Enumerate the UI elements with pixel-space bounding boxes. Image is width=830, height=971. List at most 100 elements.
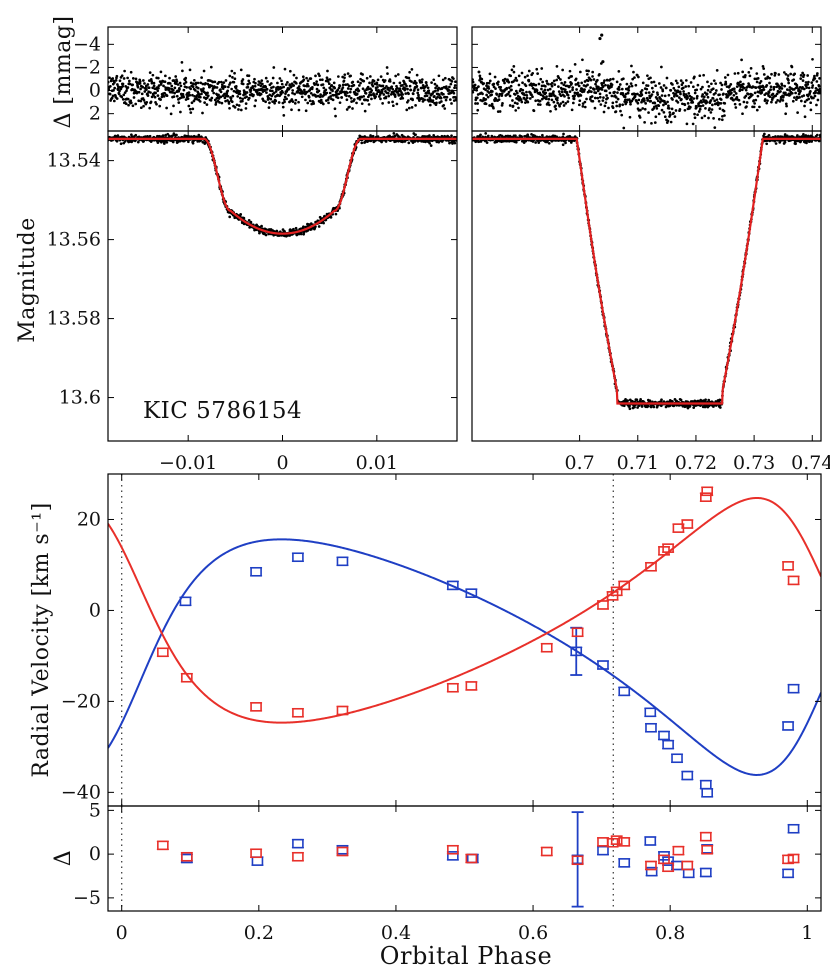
lc-residual-point [411,98,414,102]
y-tick-label: 13.56 [47,229,101,251]
lc-residual-point [273,101,276,105]
lc-residual-point [718,93,721,97]
lc-residual-point [650,86,654,90]
lc-residual-point [710,82,713,86]
lc-residual-point [151,86,155,90]
lc-residual-point [444,98,448,102]
lc-residual-point [427,89,431,93]
lc-residual-point [304,98,307,102]
lc-residual-point [453,86,456,90]
lc-residual-point [710,108,714,111]
lc-point [802,133,805,136]
lc-residual-point [513,93,517,96]
lc-residual-point [585,97,588,101]
lc-residual-point [503,81,506,85]
lc-residual-point [500,94,504,97]
lc-residual-point [666,100,669,104]
lc-residual-point [436,95,439,99]
lc-residual-point [210,84,214,88]
lc-residual-point [705,92,709,96]
lc-point [164,133,168,137]
lc-residual-point [637,75,640,79]
lc-residual-point [788,89,792,92]
lc-point [792,135,795,139]
lc-residual-point [650,80,653,84]
lc-residual-point [552,90,555,93]
lc-residual-point [349,74,352,78]
lc-residual-point [709,90,712,94]
lc-residual-point [194,81,198,85]
lc-residual-point [501,102,504,105]
lc-residual-point [156,76,160,80]
lc-residual-point [507,80,511,84]
lc-residual-point [192,82,195,86]
lc-residual-point [722,92,725,96]
lc-residual-point [223,92,226,96]
lc-residual-point [653,101,657,105]
lc-residual-point [644,102,648,105]
lc-residual-point [391,104,395,108]
lc-residual-point [268,93,272,97]
lc-residual-point [597,85,600,89]
lc-point [142,139,145,143]
lc-residual-point [327,82,331,86]
lc-residual-point [507,90,511,94]
lc-residual-point [490,102,494,106]
lc-residual-point [175,80,179,83]
lc-residual-point [780,84,784,87]
lc-residual-point [194,89,197,92]
lc-residual-point [693,91,697,95]
rv-marker [699,779,712,790]
lc-residual-point [254,99,258,102]
lc-residual-point [559,78,562,81]
lc-residual-point [345,94,348,98]
lc-residual-point [326,80,330,83]
lc-residual-point [448,85,451,89]
lc-residual-point [400,83,404,87]
lc-residual-point [159,98,162,101]
lc-residual-point [559,102,563,105]
lc-residual-point [164,74,167,78]
lc-residual-point [508,94,512,98]
lc-residual-point [643,120,646,124]
lc-residual-point [473,86,476,90]
lc-residual-point [672,91,675,95]
lc-residual-point [539,77,543,81]
lc-residual-point [488,72,492,76]
lc-residual-point [453,84,457,87]
lc-residual-point [662,84,666,87]
lc-residual-point [473,83,477,87]
rv-marker [782,721,795,731]
rv-marker [446,580,459,591]
lc-residual-point [287,87,291,90]
lc-residual-point [156,89,160,93]
lc-residual-point [205,103,209,106]
lc-residual-point [681,102,684,106]
lc-residual-point [452,77,455,81]
lc-residual-point [306,79,310,83]
lc-residual-point [162,84,165,88]
lc-residual-point [560,81,563,85]
lc-point [647,404,650,408]
lc-residual-point [437,74,441,78]
lc-residual-point [602,96,605,99]
lc-residual-point [297,85,301,88]
lc-residual-point [784,112,788,116]
lc-residual-point [274,99,278,103]
lc-residual-point [265,87,269,91]
lc-residual-point [368,81,371,85]
lc-residual-point [603,104,607,108]
lc-residual-point [120,74,124,78]
lc-residual-point [801,79,805,82]
lc-residual-point [733,90,736,93]
lc-residual-point [238,89,242,93]
y-tick-label: 13.54 [47,150,101,172]
lc-residual-point [306,84,310,88]
lc-residual-point [594,91,598,95]
lc-residual-point [579,94,583,97]
lc-residual-point [596,78,599,82]
lc-residual-point [485,81,489,85]
lc-point [161,134,165,137]
lc-residual-point [235,103,239,107]
lc-residual-point [679,92,682,96]
